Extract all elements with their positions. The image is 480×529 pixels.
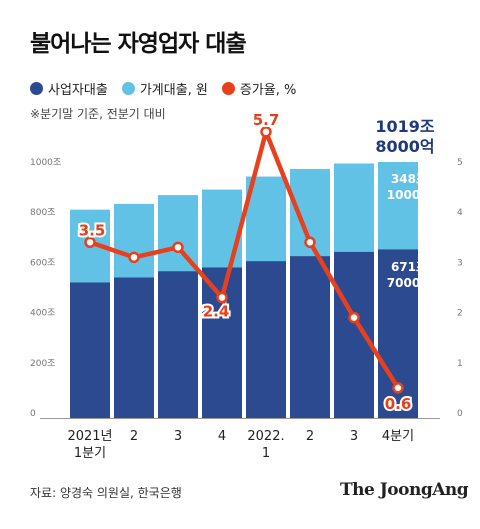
left-axis-tick-label: 600조 — [30, 258, 55, 268]
x-tick-label: 2 — [130, 429, 138, 444]
right-axis-tick-label: 1 — [457, 359, 463, 369]
growth-point — [172, 241, 184, 254]
bar-household — [202, 189, 242, 268]
bar-business — [290, 256, 330, 418]
bar-business — [70, 282, 110, 418]
bar-household — [378, 161, 418, 250]
bar-business — [246, 261, 286, 418]
growth-line — [89, 129, 400, 390]
growth-point — [216, 291, 228, 304]
x-tick-label: 4 — [218, 429, 226, 444]
bar-household — [158, 195, 198, 272]
x-tick-label: 2 — [306, 429, 314, 444]
left-axis-tick-label: 200조 — [30, 359, 55, 369]
growth-point — [128, 251, 140, 264]
x-tick-label: 3 — [350, 429, 358, 444]
bar-household — [114, 203, 154, 278]
right-axis-tick-label: 5 — [457, 158, 463, 168]
growth-data-label: 5.7 — [253, 111, 280, 129]
chart-title: 불어나는 자영업자 대출 — [30, 31, 247, 57]
business-annotation: 7000억 — [387, 276, 431, 290]
source-note: 자료: 양경숙 의원실, 한국은행 — [30, 486, 182, 500]
growth-point — [84, 236, 96, 249]
bar-business — [158, 271, 198, 418]
right-axis-tick-label: 4 — [457, 208, 463, 218]
growth-data-label: 0.6 — [385, 395, 412, 413]
growth-data-label: 3.5 — [79, 221, 106, 239]
x-tick-label: 1 — [262, 446, 270, 461]
household-annotation: 1000억 — [387, 188, 431, 202]
right-axis-tick-label: 3 — [457, 258, 463, 268]
growth-point — [348, 311, 360, 324]
growth-point — [304, 236, 316, 249]
bar-business — [334, 251, 374, 418]
legend-label-business: 사업자대출 — [48, 83, 108, 98]
growth-data-label: 2.4 — [203, 303, 230, 321]
legend-item-growth: 증가율, % — [221, 79, 297, 98]
growth-point — [260, 126, 272, 138]
legend-item-business: 사업자대출 — [30, 79, 108, 98]
legend-swatch-household — [121, 82, 135, 95]
legend: 사업자대출 가계대출, 원 증가율, % — [30, 79, 310, 98]
bar-business — [114, 277, 154, 418]
left-axis-tick-label: 800조 — [30, 208, 55, 218]
legend-label-household: 가계대출, 원 — [139, 83, 208, 98]
right-axis-tick-label: 2 — [457, 309, 463, 319]
business-annotation: 671조 — [391, 260, 427, 274]
right-axis-tick-label: 0 — [457, 409, 463, 419]
chart-note: ※분기말 기준, 전분기 대비 — [30, 107, 166, 121]
left-axis-tick-label: 1000조 — [30, 158, 61, 168]
bar-household — [334, 163, 374, 252]
total-annotation: 1019조 — [375, 117, 435, 136]
x-tick-label: 2021년 — [67, 429, 112, 444]
growth-point — [392, 382, 404, 394]
x-tick-label: 4분기 — [382, 429, 414, 444]
household-annotation: 348조 — [391, 172, 427, 186]
left-axis-tick-label: 0 — [30, 409, 36, 419]
x-tick-label: 3 — [174, 429, 182, 444]
legend-item-household: 가계대출, 원 — [121, 79, 208, 98]
total-annotation: 8000억 — [375, 137, 434, 156]
legend-label-growth: 증가율, % — [239, 83, 297, 98]
left-axis-tick-label: 400조 — [30, 309, 55, 319]
legend-swatch-business — [30, 82, 43, 95]
brand-logo: The JoongAng — [340, 480, 469, 500]
x-tick-label: 2022. — [247, 429, 284, 444]
x-tick-label: 1분기 — [74, 446, 106, 461]
chart-svg: 0 200조 400조 600조 800조 1000조 0 1 2 3 4 5 2021년 1분기 2 3 4 2… — [30, 109, 463, 461]
legend-swatch-growth — [221, 82, 235, 95]
